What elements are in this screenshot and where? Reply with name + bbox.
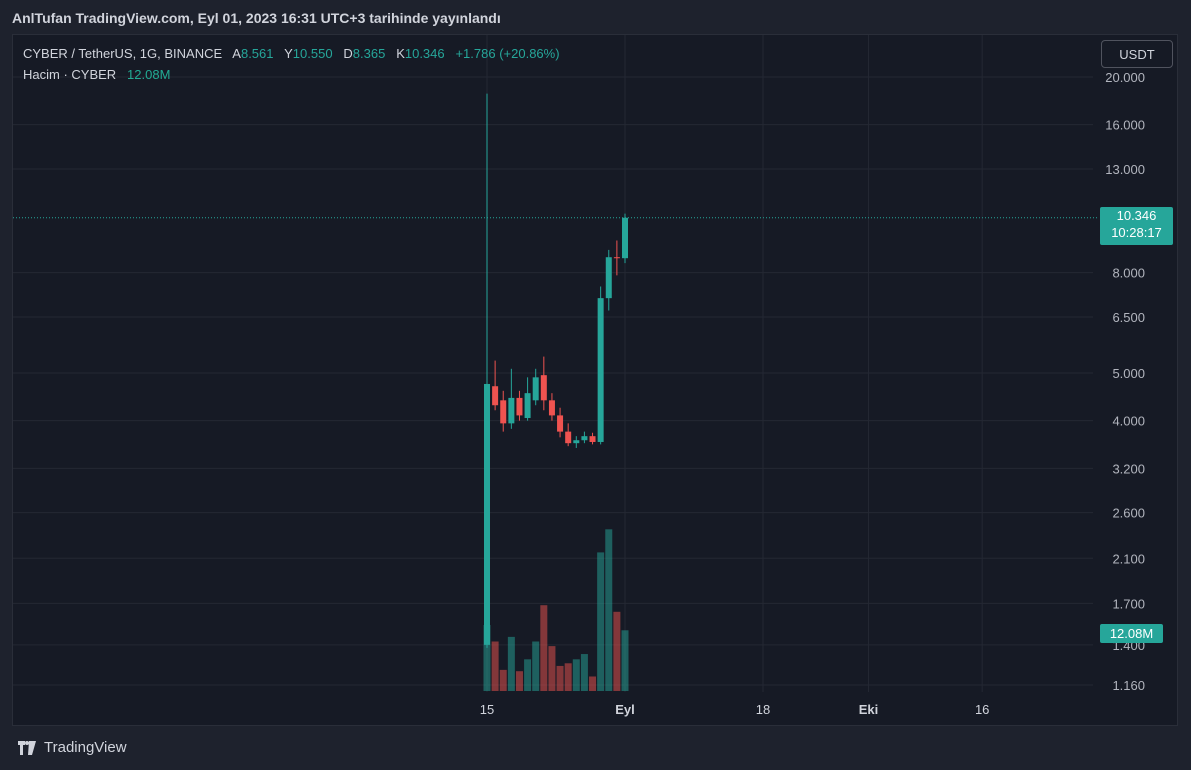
x-tick-label: 18 — [756, 702, 770, 717]
volume-bar — [613, 611, 621, 691]
volume-bar — [548, 646, 556, 691]
volume-bar — [483, 625, 491, 691]
candle-body — [581, 436, 588, 441]
legend-low-value: 8.365 — [352, 46, 386, 61]
y-tick-label: 6.500 — [1112, 310, 1145, 325]
legend-open-label: A — [232, 46, 241, 61]
volume-bar — [532, 641, 540, 691]
volume-bar — [597, 552, 605, 691]
candle-body — [573, 440, 580, 444]
x-tick-label: 15 — [480, 702, 494, 717]
candle-body — [524, 393, 531, 419]
legend-volume-value: 12.08M — [127, 67, 171, 82]
y-tick-label: 2.600 — [1112, 506, 1145, 521]
last-price-tag: 10.346 10:28:17 — [1100, 207, 1173, 245]
y-tick-label: 16.000 — [1105, 118, 1145, 133]
candle-body — [492, 386, 499, 406]
y-tick-label: 20.000 — [1105, 70, 1145, 85]
candle-body — [622, 217, 628, 259]
y-tick-label: 1.700 — [1112, 596, 1145, 611]
volume-bar — [589, 676, 597, 691]
candle-body — [589, 436, 596, 442]
chart-frame[interactable] — [12, 34, 1178, 726]
candle-body — [540, 375, 547, 401]
brand-name: TradingView — [44, 739, 127, 756]
volume-bar — [515, 671, 523, 691]
legend-symbol: CYBER / TetherUS, 1G, BINANCE — [23, 46, 223, 61]
volume-bar — [491, 641, 499, 691]
y-tick-label: 8.000 — [1112, 266, 1145, 281]
candle-body — [548, 400, 555, 416]
x-tick-label: 16 — [975, 702, 989, 717]
bar-countdown: 10:28:17 — [1111, 225, 1162, 240]
last-price-value: 10.346 — [1116, 208, 1157, 223]
y-tick-label: 4.000 — [1112, 414, 1145, 429]
volume-bar — [580, 654, 588, 691]
legend-high-label: Y — [284, 46, 293, 61]
volume-bar — [572, 659, 580, 691]
volume-bar — [605, 529, 613, 691]
y-tick-label: 2.100 — [1112, 551, 1145, 566]
candle-body — [532, 377, 539, 401]
volume-bar — [507, 636, 515, 691]
volume-bar — [524, 659, 532, 691]
tradingview-logo-icon — [18, 740, 36, 755]
currency-button[interactable]: USDT — [1101, 40, 1173, 68]
candle-body — [484, 383, 490, 645]
y-tick-label: 3.200 — [1112, 461, 1145, 476]
legend-high-value: 10.550 — [292, 46, 333, 61]
y-tick-label: 1.160 — [1112, 678, 1145, 693]
x-tick-label: Eyl — [615, 702, 635, 717]
published-caption: AnlTufan TradingView.com, Eyl 01, 2023 1… — [12, 10, 501, 26]
legend-open-value: 8.561 — [240, 46, 274, 61]
x-tick-label: Eki — [859, 702, 879, 717]
volume-bar — [540, 605, 548, 691]
legend-volume-label: Hacim · CYBER — [23, 67, 117, 82]
legend-close-value: 10.346 — [404, 46, 445, 61]
legend-close-label: K — [396, 46, 405, 61]
legend-change: +1.786 (+20.86%) — [455, 46, 560, 61]
candle-body — [605, 257, 612, 299]
candle-body — [516, 397, 523, 416]
volume-bar — [564, 663, 572, 691]
candle-body — [597, 298, 604, 442]
candle-body — [557, 415, 564, 432]
tradingview-brand[interactable]: TradingView — [14, 739, 127, 756]
y-tick-label: 13.000 — [1105, 162, 1145, 177]
candle-body — [565, 431, 572, 444]
candle-body — [508, 397, 515, 424]
y-tick-label: 5.000 — [1112, 366, 1145, 381]
legend-low-label: D — [343, 46, 353, 61]
volume-bar — [621, 630, 629, 691]
candle-body — [613, 257, 620, 259]
volume-tag: 12.08M — [1100, 624, 1163, 643]
legend-volume: Hacim · CYBER 12.08M — [23, 67, 170, 82]
candle-body — [500, 400, 507, 424]
volume-bar — [499, 669, 507, 691]
legend-ohlc: CYBER / TetherUS, 1G, BINANCE A8.561 Y10… — [23, 46, 560, 61]
volume-bar — [556, 665, 564, 691]
